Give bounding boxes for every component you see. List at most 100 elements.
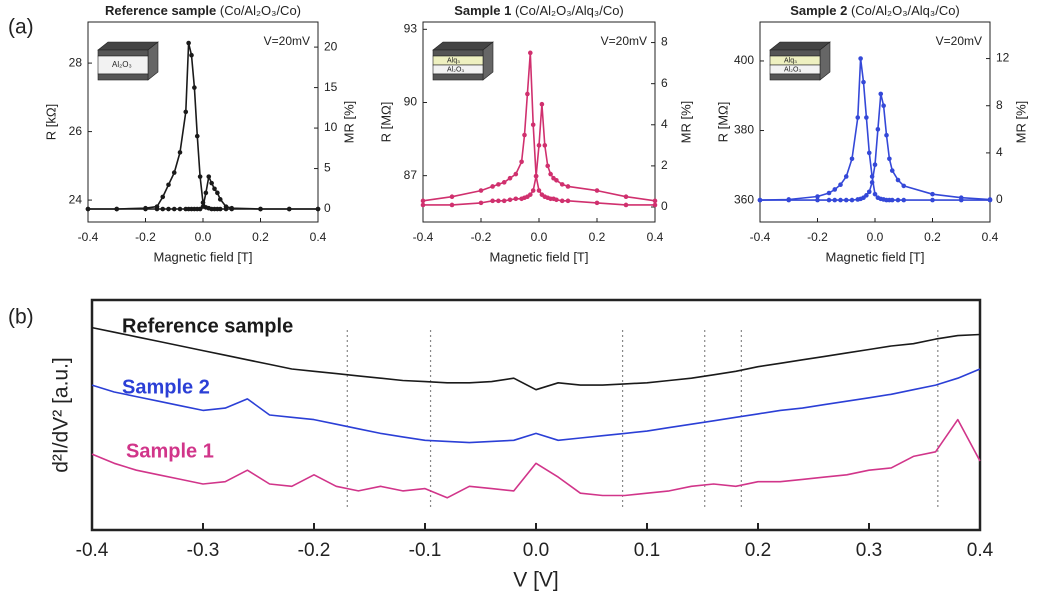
y2-tick-label: 4 [996, 145, 1003, 159]
data-point [594, 188, 600, 193]
data-point [901, 183, 907, 189]
series-label: Reference sample [122, 315, 293, 337]
x-tick-label: -0.3 [187, 540, 220, 561]
x-axis-label: V [V] [513, 569, 559, 592]
data-point [420, 198, 426, 204]
x-axis-label: Magnetic field [T] [826, 249, 925, 264]
series-line [88, 175, 318, 210]
data-point [507, 175, 513, 181]
title-sub: (Co/Al₂O₃/Alq₃/Co) [851, 3, 960, 18]
data-point [855, 115, 861, 120]
inset-cap [432, 49, 484, 57]
inset-base [97, 73, 149, 81]
data-point [864, 115, 869, 120]
data-point [490, 198, 495, 204]
y2-tick-label: 6 [661, 76, 668, 90]
series-label: Sample 2 [122, 376, 210, 398]
data-point [889, 168, 895, 173]
x-tick-label: -0.4 [413, 230, 434, 244]
data-point [177, 206, 183, 212]
y2-tick-label: 0 [324, 201, 331, 215]
inset-top [769, 41, 831, 51]
x-tick-label: -0.2 [471, 230, 492, 244]
data-point [212, 186, 217, 192]
data-point [849, 197, 855, 203]
data-point [930, 197, 935, 203]
y-tick-label: 400 [734, 53, 754, 67]
x-tick-label: 0.0 [523, 540, 549, 561]
series-label: Sample 1 [126, 440, 214, 462]
y-tick-label: 26 [69, 124, 83, 138]
inset-top [432, 41, 494, 51]
y2-axis-label: MR [%] [678, 101, 693, 144]
data-point [878, 91, 884, 97]
annotation: V=20mV [601, 34, 647, 48]
data-point [858, 56, 863, 61]
data-point [864, 193, 869, 198]
x-tick-label: -0.1 [409, 540, 442, 561]
data-point [215, 190, 220, 196]
title-main: Sample 2 [790, 3, 847, 18]
x-tick-label: 0.3 [856, 540, 882, 561]
data-point [542, 143, 548, 148]
data-point [490, 184, 495, 189]
data-point [160, 194, 166, 200]
y2-tick-label: 4 [661, 117, 668, 131]
data-point [217, 206, 223, 212]
data-point [189, 52, 194, 58]
data-point [496, 198, 501, 204]
inset-top [97, 41, 159, 51]
title-main: Reference sample [105, 3, 216, 18]
data-point [171, 206, 177, 212]
data-point [519, 159, 524, 165]
y-axis-label: R [MΩ] [715, 102, 730, 143]
y-axis-label: R [MΩ] [378, 102, 393, 143]
x-tick-label: -0.2 [135, 230, 156, 244]
data-point [217, 197, 223, 202]
x-tick-label: -0.2 [807, 230, 828, 244]
series-line [91, 368, 981, 444]
x-tick-label: 0.2 [924, 230, 941, 244]
data-point [559, 198, 565, 204]
x-tick-label: 0.4 [967, 540, 994, 561]
data-point [815, 194, 820, 199]
data-point [869, 180, 875, 185]
title-sub: (Co/Al₂O₃/Alq₃/Co) [515, 3, 624, 18]
data-point [887, 156, 892, 162]
y2-tick-label: 2 [661, 158, 668, 172]
x-tick-label: -0.4 [76, 540, 109, 561]
chart-title: Sample 2 (Co/Al₂O₃/Alq₃/Co) [790, 3, 960, 18]
x-tick-label: 0.1 [634, 540, 660, 561]
data-point [838, 182, 843, 188]
data-point [958, 195, 964, 201]
data-point [513, 196, 519, 202]
y2-tick-label: 8 [661, 35, 668, 49]
data-point [85, 206, 91, 212]
data-point [478, 200, 484, 206]
data-point [501, 180, 507, 185]
data-point [536, 188, 542, 193]
inset-cap [769, 49, 821, 57]
x-axis-label: Magnetic field [T] [154, 249, 253, 264]
data-point [206, 174, 212, 179]
data-point [143, 206, 148, 212]
x-tick-label: -0.2 [298, 540, 331, 561]
y2-tick-label: 12 [996, 51, 1010, 65]
data-point [209, 180, 214, 186]
y2-axis-label: MR [%] [341, 101, 356, 144]
data-point [183, 109, 189, 115]
data-point [930, 191, 935, 197]
annotation: V=20mV [264, 34, 310, 48]
data-point [186, 40, 191, 46]
data-point [815, 197, 820, 203]
data-point [786, 197, 792, 203]
data-point [826, 197, 832, 203]
data-point [197, 174, 203, 179]
x-axis-label: Magnetic field [T] [490, 249, 589, 264]
data-point [838, 197, 843, 203]
data-point [849, 156, 855, 162]
data-point [420, 202, 426, 208]
x-tick-label: -0.4 [78, 230, 99, 244]
data-point [449, 194, 455, 200]
